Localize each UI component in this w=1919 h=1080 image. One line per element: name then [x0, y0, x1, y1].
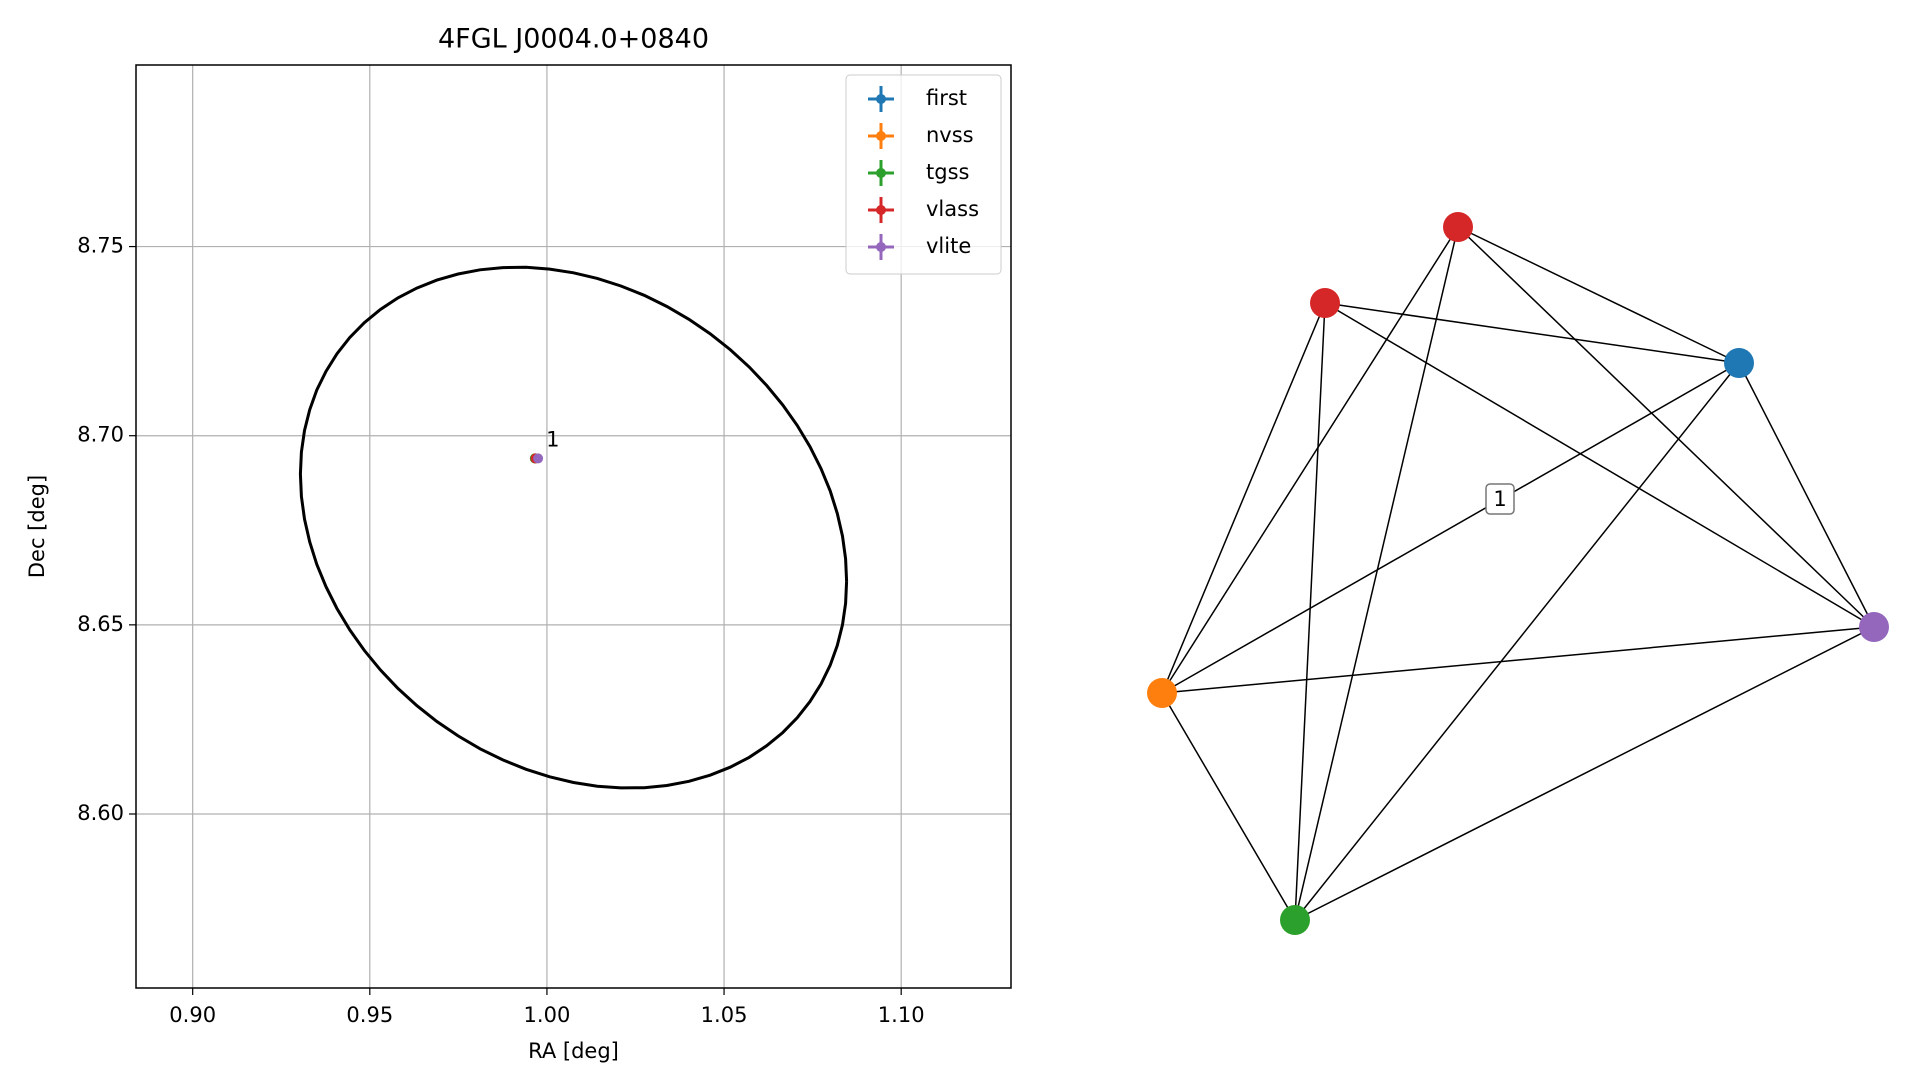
- legend-label: first: [926, 86, 967, 110]
- legend-marker: [876, 242, 886, 252]
- edge: [1294, 226, 1459, 921]
- y-tick-label: 8.70: [77, 423, 124, 447]
- legend-label: vlass: [926, 197, 979, 221]
- legend-label: tgss: [926, 160, 969, 184]
- axes-frame: [135, 64, 1012, 989]
- edge: [1161, 692, 1296, 921]
- x-tick-label: 0.95: [346, 1003, 393, 1027]
- edge: [1324, 302, 1875, 628]
- y-tick-label: 8.75: [77, 234, 124, 258]
- y-tick-label: 8.65: [77, 612, 124, 636]
- y-axis-label: Dec [deg]: [25, 475, 49, 578]
- edge: [1161, 362, 1740, 694]
- x-tick-label: 1.05: [701, 1003, 748, 1027]
- node: [1724, 348, 1754, 378]
- edge: [1738, 362, 1875, 628]
- legend-marker: [876, 131, 886, 141]
- node: [1859, 612, 1889, 642]
- node: [1443, 212, 1473, 242]
- edge: [1457, 226, 1740, 364]
- chart-title: 4FGL J0004.0+0840: [438, 24, 709, 55]
- edge: [1161, 626, 1875, 694]
- node: [1280, 905, 1310, 935]
- legend-box: [845, 74, 1002, 275]
- node: [1310, 288, 1340, 318]
- edge: [1161, 226, 1459, 694]
- edge: [1294, 302, 1326, 921]
- y-tick-label: 8.60: [77, 801, 124, 825]
- ellipse: [298, 265, 849, 790]
- legend-label: nvss: [926, 123, 974, 147]
- node: [1147, 678, 1177, 708]
- x-tick-label: 1.00: [524, 1003, 571, 1027]
- edge-label: 1: [1493, 487, 1506, 511]
- legend-marker: [876, 205, 886, 215]
- edge: [1324, 302, 1740, 364]
- edge: [1161, 302, 1326, 694]
- edge: [1294, 626, 1875, 921]
- x-tick-label: 1.10: [878, 1003, 925, 1027]
- legend-marker: [876, 168, 886, 178]
- annotation: 1: [546, 427, 559, 451]
- edge-label-box: [1485, 483, 1515, 515]
- edge: [1294, 362, 1740, 921]
- x-tick-label: 0.90: [169, 1003, 216, 1027]
- edge: [1457, 226, 1875, 628]
- legend-marker: [876, 94, 886, 104]
- x-axis-label: RA [deg]: [528, 1039, 619, 1063]
- legend-label: vlite: [926, 234, 971, 258]
- point: [533, 453, 544, 464]
